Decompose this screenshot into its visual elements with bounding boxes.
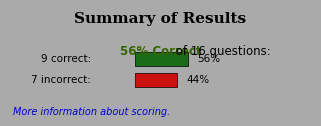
Text: 44%: 44%: [186, 75, 209, 85]
Text: 7 incorrect:: 7 incorrect:: [31, 75, 91, 85]
FancyBboxPatch shape: [135, 73, 177, 87]
FancyBboxPatch shape: [135, 52, 188, 66]
Text: 9 correct:: 9 correct:: [41, 54, 91, 64]
Text: 56% Correct: 56% Correct: [120, 45, 201, 58]
Text: Summary of Results: Summary of Results: [74, 12, 247, 26]
Text: More information about scoring.: More information about scoring.: [13, 107, 170, 117]
Text: of 16 questions:: of 16 questions:: [172, 45, 271, 58]
Text: 56%: 56%: [198, 54, 221, 64]
